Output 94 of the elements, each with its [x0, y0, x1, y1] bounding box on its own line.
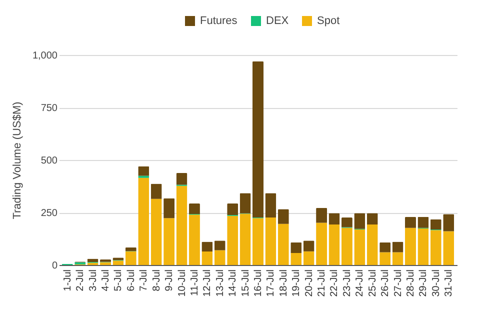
bar	[341, 228, 352, 265]
bar	[380, 252, 391, 265]
x-tick-label: 8-Jul	[151, 270, 162, 292]
bar	[380, 242, 391, 252]
bar	[164, 218, 175, 265]
x-tick-label: 11-Jul	[189, 270, 200, 296]
bar	[354, 213, 366, 229]
bar	[290, 253, 302, 265]
bar	[150, 184, 162, 199]
x-tick-label: 19-Jul	[291, 270, 302, 297]
x-tick-label: 7-Jul	[138, 270, 150, 292]
bar	[265, 193, 276, 218]
bar	[328, 213, 340, 224]
x-tick-label: 23-Jul	[342, 270, 353, 297]
bar	[240, 214, 251, 265]
x-tick-label: 18-Jul	[278, 270, 290, 297]
y-tick-label: 0	[52, 260, 58, 272]
bar	[202, 242, 213, 252]
x-tick-label: 20-Jul	[304, 270, 315, 297]
bar	[303, 251, 314, 265]
x-tick-label: 17-Jul	[266, 270, 277, 297]
x-tick-label: 4-Jul	[100, 270, 112, 292]
bar	[150, 198, 162, 265]
bar	[404, 228, 416, 265]
bar	[227, 216, 238, 265]
x-tick-label: 1-Jul	[62, 270, 74, 292]
bar	[176, 186, 188, 265]
bar	[100, 259, 112, 262]
legend-label: Futures	[200, 15, 238, 27]
bar	[430, 219, 442, 230]
x-tick-label: 3-Jul	[88, 270, 99, 292]
x-tick-label: 14-Jul	[228, 270, 239, 297]
y-axis-title: Trading Volume (US$M)	[11, 102, 24, 220]
x-tick-label: 16-Jul	[253, 270, 264, 297]
x-tick-label: 29-Jul	[418, 270, 430, 297]
legend-label: DEX	[266, 15, 290, 27]
bar	[125, 247, 136, 252]
y-tick-label: 250	[40, 208, 58, 219]
bar	[354, 230, 366, 265]
bar	[443, 214, 454, 232]
bar	[202, 252, 213, 265]
bar	[366, 213, 378, 224]
bar	[392, 252, 404, 265]
x-tick-label: 6-Jul	[126, 270, 137, 292]
x-tick-label: 12-Jul	[202, 270, 214, 297]
bar	[418, 228, 429, 265]
x-tick-label: 13-Jul	[214, 270, 226, 297]
bar	[188, 203, 200, 214]
x-tick-label: 9-Jul	[164, 270, 176, 292]
x-tick-label: 31-Jul	[444, 270, 455, 297]
y-tick-label: 750	[40, 103, 58, 114]
bar	[188, 214, 200, 265]
bar	[138, 166, 150, 176]
bar	[252, 218, 264, 265]
x-tick-label: 21-Jul	[316, 270, 328, 297]
bar	[214, 250, 226, 265]
bar	[341, 218, 352, 228]
bar	[430, 230, 442, 265]
x-tick-label: 5-Jul	[113, 270, 124, 292]
bar	[303, 240, 314, 252]
y-tick-label: 1,000	[32, 50, 58, 62]
x-tick-label: 10-Jul	[176, 270, 188, 297]
bar	[418, 216, 429, 228]
bar	[252, 61, 264, 218]
bar	[404, 216, 416, 228]
x-tick-label: 22-Jul	[329, 270, 340, 297]
x-tick-label: 25-Jul	[367, 270, 378, 297]
bar	[227, 203, 238, 216]
bar	[392, 242, 404, 252]
bar	[443, 231, 454, 265]
x-tick-label: 26-Jul	[380, 270, 392, 297]
bar	[316, 208, 328, 223]
bar	[366, 224, 378, 265]
bar	[290, 242, 302, 254]
x-tick-label: 2-Jul	[75, 270, 86, 292]
x-tick-label: 28-Jul	[405, 270, 416, 297]
x-tick-label: 27-Jul	[392, 270, 404, 297]
bar	[112, 260, 124, 265]
x-tick-label: 24-Jul	[354, 270, 366, 297]
bar	[316, 222, 328, 265]
bar	[214, 240, 226, 250]
bar	[265, 218, 276, 265]
bar	[278, 224, 289, 265]
bar	[278, 209, 289, 224]
x-tick-label: 15-Jul	[240, 270, 252, 297]
bar	[164, 198, 175, 218]
y-tick-label: 500	[40, 156, 58, 166]
x-tick-label: 30-Jul	[430, 270, 442, 297]
bar	[138, 178, 150, 265]
legend-label: Spot	[317, 15, 340, 27]
bar	[240, 193, 251, 214]
bar	[176, 173, 188, 185]
bar	[125, 251, 136, 265]
bar	[328, 224, 340, 265]
